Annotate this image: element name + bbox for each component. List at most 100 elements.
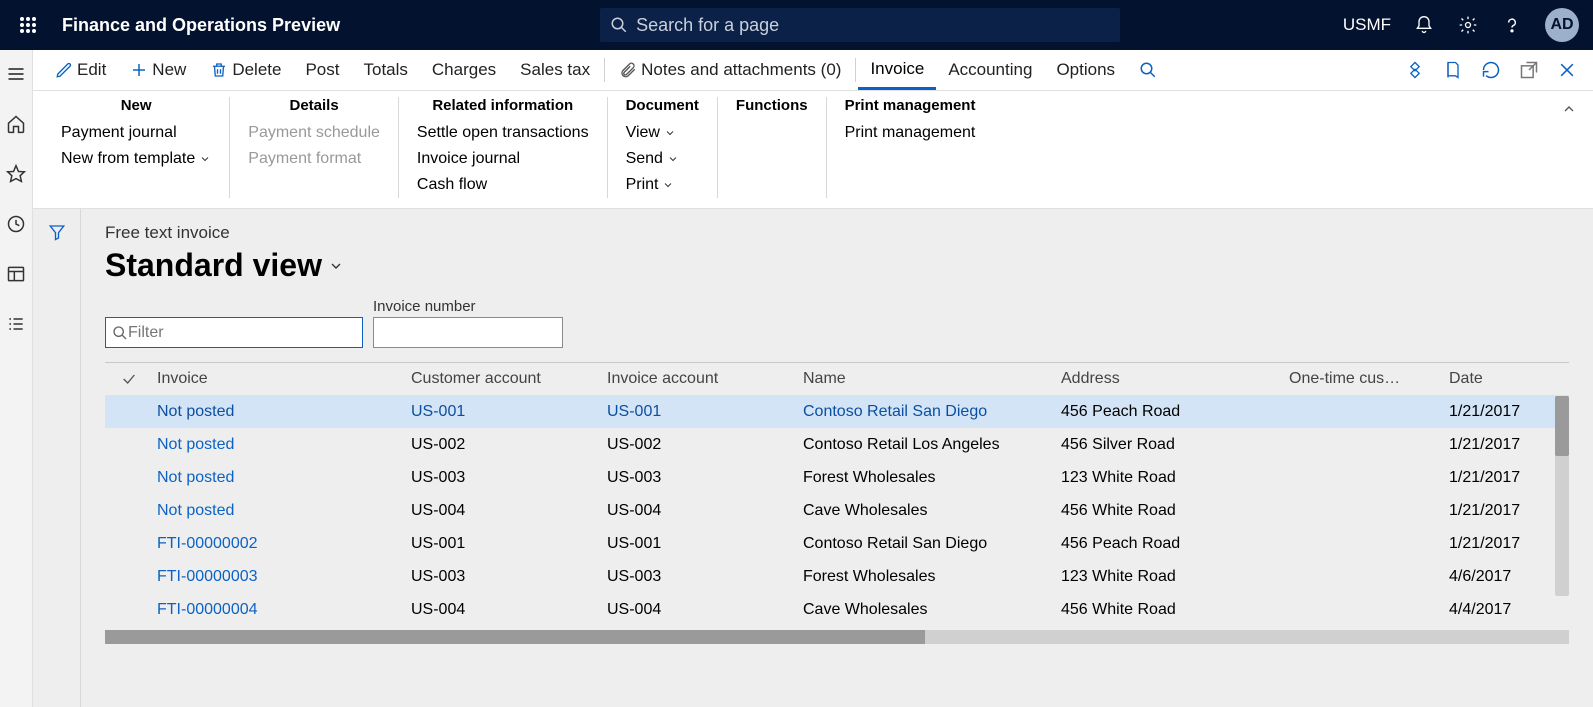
ribbon-item[interactable]: Invoice journal [417,146,589,172]
legal-entity[interactable]: USMF [1343,15,1391,35]
ribbon-item[interactable]: Cash flow [417,172,589,198]
name-cell[interactable]: Contoso Retail San Diego [803,403,1061,421]
customer-account-cell: US-001 [411,535,607,553]
help-icon[interactable] [1501,14,1523,36]
ribbon-group-title: Details [248,97,380,114]
search-button[interactable] [1127,50,1169,90]
breadcrumb: Free text invoice [105,223,1569,243]
workspace-icon[interactable] [2,260,30,288]
vertical-scrollbar[interactable] [1555,396,1569,596]
totals-button[interactable]: Totals [351,50,419,90]
invoice-account-cell[interactable]: US-001 [607,403,803,421]
table-row[interactable]: Not postedUS-004US-004Cave Wholesales456… [105,494,1569,527]
col-customer-account[interactable]: Customer account [411,370,607,388]
tab-accounting[interactable]: Accounting [936,50,1044,90]
delete-button[interactable]: Delete [198,50,293,90]
table-row[interactable]: Not postedUS-003US-003Forest Wholesales1… [105,461,1569,494]
charges-button[interactable]: Charges [420,50,508,90]
hamburger-icon[interactable] [2,60,30,88]
ribbon: NewPayment journalNew from template Deta… [33,91,1593,209]
invoice-link[interactable]: FTI-00000003 [157,568,258,585]
invoice-link[interactable]: Not posted [157,502,234,519]
col-invoice[interactable]: Invoice [153,370,411,388]
refresh-icon[interactable] [1481,60,1501,80]
col-address[interactable]: Address [1061,370,1289,388]
ribbon-group: DetailsPayment schedulePayment format [229,97,398,198]
waffle-icon[interactable] [14,11,42,39]
edit-button[interactable]: Edit [43,50,118,90]
ribbon-item[interactable]: Print management [845,120,976,146]
attachments-button[interactable]: Notes and attachments (0) [607,50,853,90]
name-cell: Cave Wholesales [803,502,1061,520]
col-invoice-account[interactable]: Invoice account [607,370,803,388]
table-row[interactable]: Not postedUS-002US-002Contoso Retail Los… [105,428,1569,461]
ribbon-collapse-icon[interactable] [1561,101,1577,117]
modules-icon[interactable] [2,310,30,338]
new-label: New [152,60,186,80]
address-cell: 123 White Road [1061,568,1289,586]
invoice-link[interactable]: Not posted [157,469,234,486]
attachments-label: Notes and attachments (0) [641,60,841,80]
name-cell: Contoso Retail Los Angeles [803,436,1061,454]
post-button[interactable]: Post [293,50,351,90]
new-button[interactable]: New [118,50,198,90]
chevron-down-icon [199,153,211,165]
table-row[interactable]: FTI-00000004US-004US-004Cave Wholesales4… [105,593,1569,626]
options-label: Options [1056,60,1115,80]
invoice-account-cell: US-001 [607,535,803,553]
chevron-down-icon [328,258,344,274]
recent-icon[interactable] [2,210,30,238]
ribbon-item[interactable]: Print [626,172,699,198]
page: Free text invoice Standard view Invoice … [81,209,1593,707]
diamond-icon[interactable] [1405,60,1425,80]
edit-label: Edit [77,60,106,80]
invoice-label: Invoice [870,59,924,79]
invoice-account-cell: US-003 [607,568,803,586]
table-row[interactable]: FTI-00000002US-001US-001Contoso Retail S… [105,527,1569,560]
invoice-number-input[interactable] [374,318,562,347]
avatar[interactable]: AD [1545,8,1579,42]
filter-input[interactable] [128,324,356,342]
date-cell: 1/21/2017 [1449,469,1569,487]
table-row[interactable]: FTI-00000003US-003US-003Forest Wholesale… [105,560,1569,593]
ribbon-item[interactable]: New from template [61,146,211,172]
ribbon-group: Related information Settle open transacti… [398,97,607,198]
date-cell: 4/6/2017 [1449,568,1569,586]
horizontal-scrollbar[interactable] [105,630,1569,644]
ribbon-group-title: Related information [417,97,589,114]
ribbon-item[interactable]: Settle open transactions [417,120,589,146]
close-icon[interactable] [1557,60,1577,80]
view-title-text: Standard view [105,247,322,284]
invoice-account-cell: US-004 [607,502,803,520]
view-title[interactable]: Standard view [105,247,1569,284]
popout-icon[interactable] [1519,60,1539,80]
star-icon[interactable] [2,160,30,188]
invoice-link[interactable]: FTI-00000004 [157,601,258,618]
table-row[interactable]: Not postedUS-001US-001Contoso Retail San… [105,395,1569,428]
col-date[interactable]: Date [1449,370,1569,388]
ribbon-item[interactable]: Send [626,146,699,172]
invoice-link[interactable]: Not posted [157,403,234,420]
home-icon[interactable] [2,110,30,138]
filter-column [33,209,81,707]
col-one-time[interactable]: One-time cus… [1289,370,1449,388]
sales-tax-button[interactable]: Sales tax [508,50,602,90]
bell-icon[interactable] [1413,14,1435,36]
gear-icon[interactable] [1457,14,1479,36]
invoice-link[interactable]: Not posted [157,436,234,453]
global-search[interactable]: Search for a page [600,8,1120,42]
customer-account-cell: US-002 [411,436,607,454]
customer-account-cell[interactable]: US-001 [411,403,607,421]
invoice-link[interactable]: FTI-00000002 [157,535,258,552]
ribbon-item[interactable]: View [626,120,699,146]
select-all-checkbox[interactable] [105,371,153,387]
tab-options[interactable]: Options [1044,50,1127,90]
ribbon-item[interactable]: Payment journal [61,120,211,146]
left-rail [0,50,33,707]
tab-invoice[interactable]: Invoice [858,50,936,90]
delete-label: Delete [232,60,281,80]
col-name[interactable]: Name [803,370,1061,388]
name-cell: Forest Wholesales [803,469,1061,487]
filter-icon[interactable] [48,223,66,707]
office-icon[interactable] [1443,60,1463,80]
